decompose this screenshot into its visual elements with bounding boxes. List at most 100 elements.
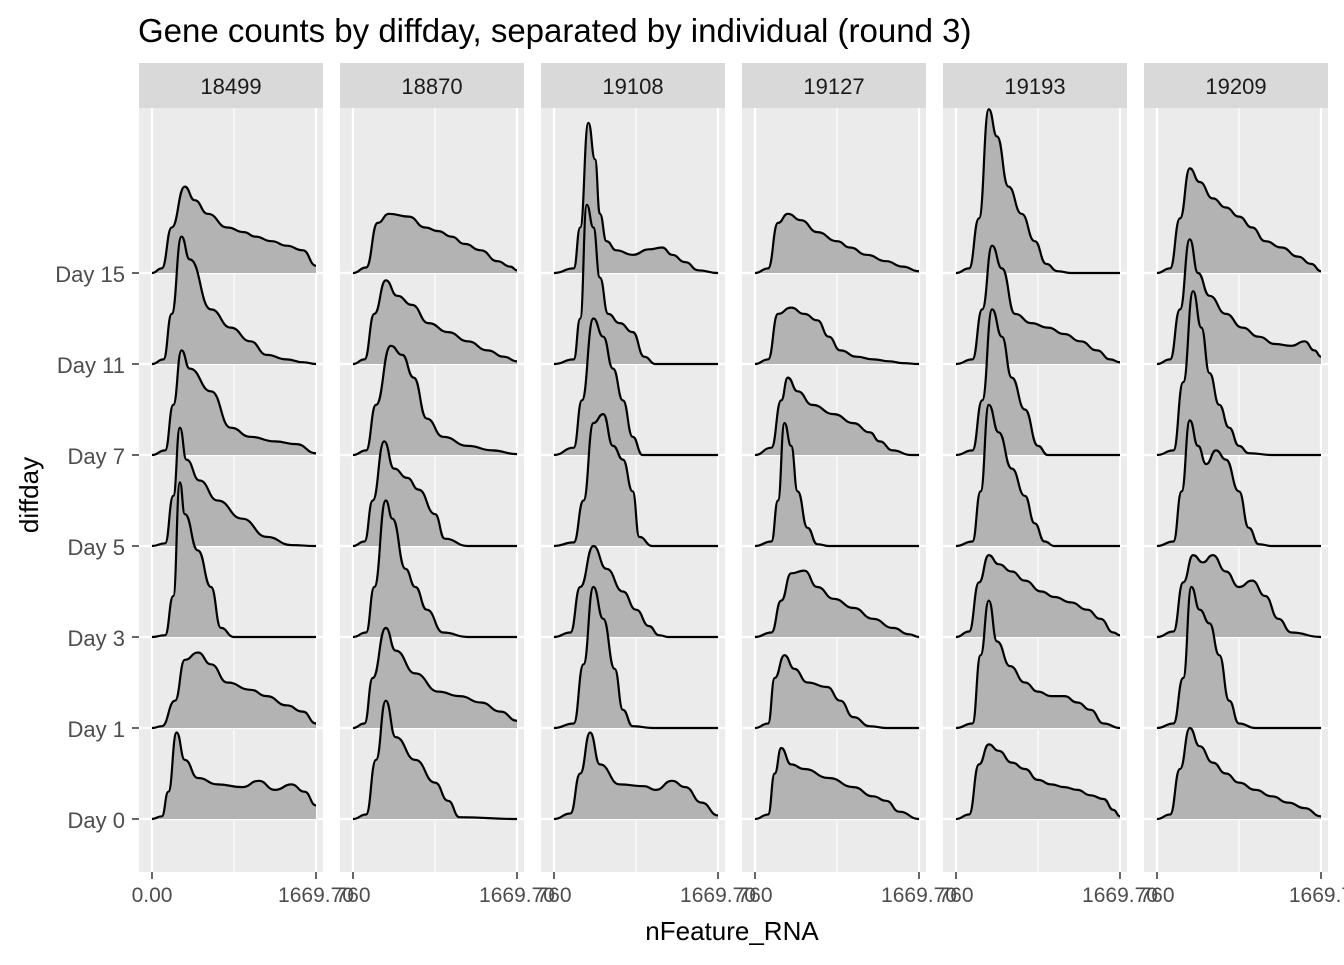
facet-panel-19209: 19209 760 1669.7	[1139, 63, 1344, 907]
facet-panel-18870: 18870 760 1669.70	[335, 63, 555, 907]
y-axis-label: diffday	[14, 457, 44, 533]
ridge-line-day-5	[553, 412, 718, 548]
ridge-line-day-7	[754, 376, 919, 457]
facet-panel-19108: 19108 760 1669.70	[536, 63, 756, 907]
ridge-line-day-0	[151, 731, 317, 821]
x-axis-label: nFeature_RNA	[645, 916, 819, 946]
ridge-line-day-11	[1156, 238, 1322, 366]
facet-label: 19193	[1004, 74, 1065, 99]
facet-panel-18499: 18499 0.00 1669.70	[132, 63, 354, 907]
ridge-line-day-1	[553, 585, 719, 730]
facet-strip	[1144, 63, 1328, 108]
ridge-area-day-7	[1157, 291, 1321, 455]
y-tick-label: Day 15	[55, 262, 125, 287]
ridge-line-day-1	[955, 599, 1121, 730]
y-tick-label: Day 5	[68, 535, 125, 560]
ridge-area-day-15	[1157, 168, 1321, 273]
ridge-line-day-5	[1156, 419, 1321, 548]
ridge-line-day-5	[352, 440, 517, 548]
chart-title: Gene counts by diffday, separated by ind…	[138, 12, 971, 49]
panel-background	[340, 108, 524, 872]
ridge-line-day-1	[151, 651, 317, 730]
facet-label: 18870	[401, 74, 462, 99]
x-tick-label: 1669.70	[1082, 884, 1158, 907]
ridge-line-day-15	[955, 108, 1120, 275]
ridge-line-day-11	[754, 306, 920, 366]
panel-background	[742, 108, 926, 872]
y-tick-label: Day 1	[68, 717, 125, 742]
ridge-line-day-7	[955, 308, 1120, 457]
facet-panel-19193: 19193 760 1669.70	[938, 63, 1158, 907]
ridge-area-day-0	[1157, 728, 1321, 819]
ridge-line-day-15	[151, 185, 317, 275]
ridge-area-day-15	[755, 213, 919, 273]
ridge-line-day-1	[754, 654, 920, 730]
ridge-area-day-5	[554, 414, 718, 546]
x-tick-label: 760	[335, 884, 370, 907]
ridge-line-day-0	[955, 743, 1121, 821]
ridge-area-day-15	[353, 213, 517, 273]
y-axis-ticks: Day 0 Day 1 Day 3 Day 5 Day 7 Day 11 Day 15	[55, 262, 139, 833]
ridge-line-day-7	[151, 349, 317, 457]
ridge-area-day-3	[152, 482, 316, 637]
ridge-line-day-0	[352, 699, 518, 821]
ridge-area-day-1	[353, 627, 517, 728]
x-tick-label: 760	[536, 884, 571, 907]
ridge-line-day-11	[151, 235, 317, 366]
ridge-area-day-11	[755, 307, 919, 364]
ridge-line-day-11	[553, 203, 719, 366]
y-tick-label: Day 7	[68, 444, 125, 469]
x-tick-label: 760	[737, 884, 772, 907]
ridge-line-day-5	[151, 426, 317, 548]
y-tick-label: Day 3	[68, 626, 125, 651]
ridge-line-day-11	[955, 244, 1121, 366]
y-tick-label: Day 11	[57, 353, 125, 378]
ridge-area-day-5	[956, 404, 1120, 546]
facet-strip	[742, 63, 926, 108]
facet-strip	[340, 63, 524, 108]
ridge-line-day-3	[151, 481, 316, 639]
x-tick-label: 760	[1139, 884, 1174, 907]
x-tick-label: 760	[938, 884, 973, 907]
facet-label: 19127	[803, 74, 864, 99]
ridge-line-day-15	[553, 121, 719, 275]
ridge-line-day-15	[754, 212, 920, 275]
ridge-line-day-11	[352, 279, 518, 366]
y-tick-label: Day 0	[68, 808, 125, 833]
facet-strip	[541, 63, 725, 108]
ridge-line-day-5	[955, 403, 1120, 548]
ridge-area-day-15	[956, 109, 1120, 273]
ridge-line-day-0	[754, 746, 920, 821]
facet-panel-19127: 19127 760 1669.70	[737, 63, 957, 907]
ridge-area-day-3	[956, 555, 1120, 637]
ridge-line-day-15	[1156, 167, 1322, 275]
x-tick-label: 1669.70	[680, 884, 756, 907]
x-tick-label: 1669.70	[479, 884, 555, 907]
ridge-area-day-1	[554, 587, 718, 728]
ridge-line-day-15	[352, 212, 518, 275]
ridge-line-day-7	[553, 317, 718, 457]
ridge-line-day-3	[1156, 553, 1322, 639]
ridge-line-day-1	[1156, 585, 1322, 730]
ridge-line-day-3	[553, 544, 718, 639]
ridge-area-day-7	[353, 345, 517, 455]
facet-label: 18499	[200, 74, 261, 99]
ridge-area-day-5	[152, 427, 316, 546]
x-tick-label: 1669.7	[1289, 884, 1344, 907]
ridge-area-day-0	[152, 732, 316, 819]
ridge-line-day-7	[352, 344, 518, 457]
panel-background	[541, 108, 725, 872]
ridge-area-day-11	[152, 236, 316, 364]
facet-label: 19209	[1205, 74, 1266, 99]
ridge-area-day-7	[152, 350, 316, 455]
ridge-area-day-7	[554, 318, 718, 455]
ridge-line-day-0	[553, 731, 719, 821]
ridge-area-day-1	[755, 655, 919, 728]
ridge-area-day-0	[956, 744, 1120, 819]
x-tick-label: 0.00	[132, 884, 173, 907]
ridge-area-day-1	[956, 600, 1120, 728]
ridge-area-day-5	[755, 423, 919, 546]
ridge-area-day-7	[755, 377, 919, 455]
